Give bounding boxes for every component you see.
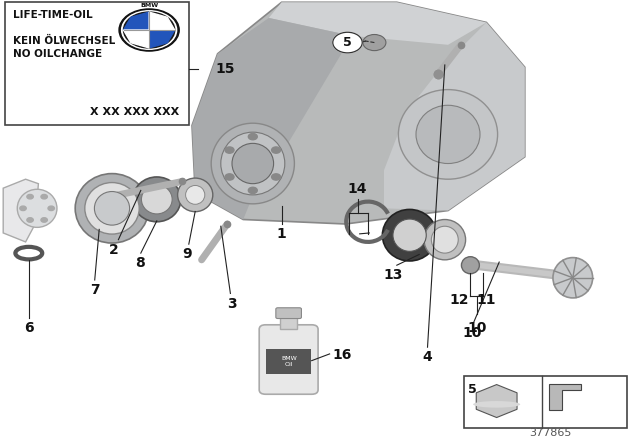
Ellipse shape	[232, 143, 274, 184]
Text: 377865: 377865	[529, 428, 572, 438]
Ellipse shape	[398, 90, 498, 179]
Ellipse shape	[461, 257, 479, 274]
Ellipse shape	[178, 178, 212, 212]
Circle shape	[225, 174, 234, 180]
Text: 4: 4	[422, 350, 433, 364]
Text: 11: 11	[477, 293, 496, 307]
Circle shape	[333, 32, 362, 53]
FancyBboxPatch shape	[266, 349, 311, 374]
Text: 8: 8	[134, 256, 145, 270]
Ellipse shape	[473, 401, 520, 408]
Text: 7: 7	[90, 283, 100, 297]
Ellipse shape	[141, 185, 172, 214]
Ellipse shape	[424, 220, 466, 260]
Circle shape	[20, 206, 26, 211]
Polygon shape	[124, 30, 149, 48]
Text: 1: 1	[276, 227, 287, 241]
Circle shape	[271, 147, 280, 153]
Circle shape	[122, 11, 177, 49]
Polygon shape	[269, 2, 486, 45]
Text: 13: 13	[384, 268, 403, 282]
FancyBboxPatch shape	[276, 308, 301, 319]
Ellipse shape	[221, 132, 285, 195]
Text: KEIN ÖLWECHSEL: KEIN ÖLWECHSEL	[13, 36, 115, 46]
Ellipse shape	[84, 182, 140, 234]
Ellipse shape	[553, 258, 593, 298]
Circle shape	[363, 34, 386, 51]
Polygon shape	[384, 22, 525, 211]
Ellipse shape	[431, 226, 458, 253]
Circle shape	[27, 218, 33, 222]
Polygon shape	[149, 30, 175, 48]
Polygon shape	[476, 384, 517, 418]
Polygon shape	[149, 12, 175, 30]
FancyBboxPatch shape	[259, 325, 318, 394]
Text: 10: 10	[467, 321, 486, 335]
Text: LIFE-TIME-OIL: LIFE-TIME-OIL	[13, 10, 92, 20]
Text: 5: 5	[468, 383, 477, 396]
Circle shape	[48, 206, 54, 211]
Polygon shape	[192, 2, 525, 224]
Circle shape	[248, 187, 257, 194]
Ellipse shape	[416, 105, 480, 164]
Text: X XX XXX XXX: X XX XXX XXX	[90, 108, 179, 117]
Ellipse shape	[211, 123, 294, 204]
Ellipse shape	[133, 177, 181, 222]
Ellipse shape	[17, 189, 57, 228]
Circle shape	[225, 147, 234, 153]
Polygon shape	[3, 179, 38, 242]
Ellipse shape	[95, 192, 129, 225]
Circle shape	[41, 218, 47, 222]
Text: 5: 5	[343, 36, 352, 49]
Polygon shape	[548, 384, 581, 410]
Text: 6: 6	[24, 321, 34, 335]
Text: 16: 16	[333, 348, 352, 362]
Ellipse shape	[76, 174, 149, 243]
Circle shape	[124, 12, 175, 48]
Polygon shape	[192, 18, 352, 220]
Text: NO OILCHANGE: NO OILCHANGE	[13, 49, 102, 59]
FancyBboxPatch shape	[280, 316, 297, 329]
Ellipse shape	[383, 210, 437, 261]
Text: 2: 2	[109, 243, 119, 257]
Bar	[464, 376, 627, 428]
Text: 14: 14	[348, 182, 367, 196]
Ellipse shape	[393, 219, 426, 251]
Text: 10: 10	[463, 326, 482, 340]
Text: BMW: BMW	[140, 3, 158, 8]
Text: 12: 12	[450, 293, 469, 307]
Circle shape	[41, 194, 47, 199]
Bar	[5, 2, 189, 125]
Circle shape	[27, 194, 33, 199]
Circle shape	[119, 9, 179, 51]
Text: 3: 3	[227, 297, 237, 310]
Ellipse shape	[186, 185, 205, 204]
Circle shape	[248, 134, 257, 140]
Text: 9: 9	[182, 247, 193, 261]
Circle shape	[271, 174, 280, 180]
Text: 15: 15	[216, 62, 235, 77]
Polygon shape	[124, 12, 149, 30]
Text: BMW
Oil: BMW Oil	[282, 356, 297, 367]
